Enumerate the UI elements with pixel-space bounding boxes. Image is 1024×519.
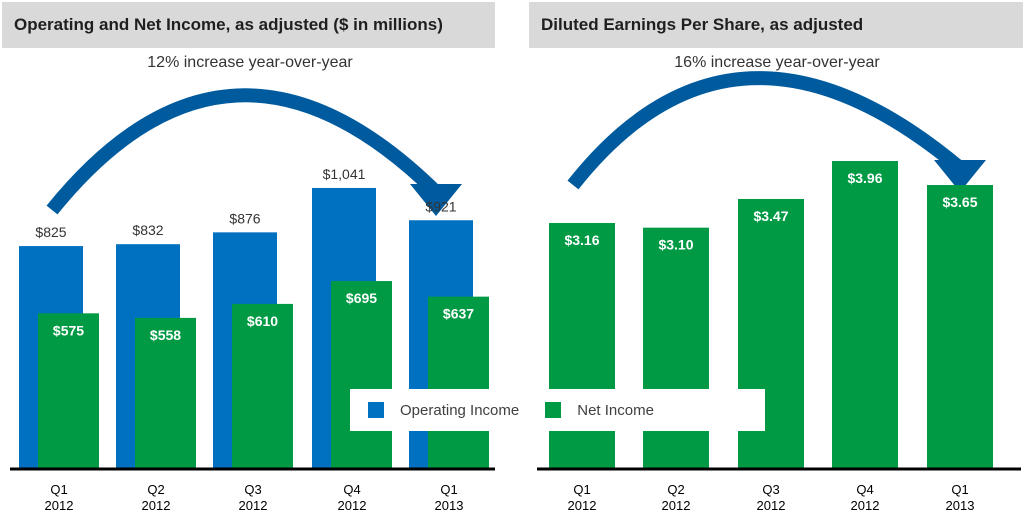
right-trend-arrow-head [934, 160, 986, 192]
left-chart-title: Operating and Net Income, as adjusted ($… [2, 2, 495, 48]
legend-swatch-operating [368, 402, 384, 418]
right-tick-label-4-year: 2012 [851, 498, 880, 513]
left-tick-label-1-quarter: Q1 [50, 482, 67, 497]
left-tick-label-5-year: 2013 [435, 498, 464, 513]
label-eps-5: $3.65 [942, 194, 977, 210]
right-tick-label-3-year: 2012 [757, 498, 786, 513]
left-tick-label-2-year: 2012 [142, 498, 171, 513]
legend-label-net: Net Income [577, 401, 654, 419]
left-tick-label-4-quarter: Q4 [343, 482, 360, 497]
right-tick-label-2-year: 2012 [662, 498, 691, 513]
label-net-5: $637 [443, 306, 474, 322]
label-operating-4: $1,041 [323, 166, 366, 182]
left-tick-label-5-quarter: Q1 [440, 482, 457, 497]
bar-eps-2 [643, 227, 709, 468]
right-tick-label-1-quarter: Q1 [573, 482, 590, 497]
legend-item-net: Net Income [545, 402, 654, 419]
bar-net-3 [232, 303, 293, 468]
right-tick-label-5-quarter: Q1 [951, 482, 968, 497]
label-operating-3: $876 [229, 210, 260, 226]
left-trend-arrow-curve [46, 88, 441, 215]
legend-label-operating: Operating Income [400, 401, 520, 419]
right-tick-label-3-quarter: Q3 [762, 482, 779, 497]
right-tick-label-5-year: 2013 [946, 498, 975, 513]
bar-net-4 [331, 281, 392, 468]
legend-swatch-net [545, 402, 562, 418]
left-tick-label-3-quarter: Q3 [244, 482, 261, 497]
left-tick-label-2-quarter: Q2 [147, 482, 164, 497]
right-tick-label-1-year: 2012 [568, 498, 597, 513]
chart-legend: Operating Income Net Income [350, 389, 765, 431]
right-chart-title: Diluted Earnings Per Share, as adjusted [529, 2, 1023, 48]
label-net-1: $575 [53, 322, 84, 338]
label-eps-1: $3.16 [564, 232, 599, 248]
left-tick-label-4-year: 2012 [338, 498, 367, 513]
label-net-3: $610 [247, 313, 278, 329]
right-trend-arrow-curve [567, 71, 965, 190]
bar-eps-4 [832, 161, 898, 468]
left-tick-label-1-year: 2012 [45, 498, 74, 513]
label-operating-2: $832 [132, 222, 163, 238]
bar-eps-1 [549, 223, 615, 468]
bar-net-1 [38, 313, 99, 468]
label-eps-4: $3.96 [847, 170, 882, 186]
bar-net-5 [428, 296, 489, 468]
bar-eps-5 [927, 185, 993, 468]
label-eps-2: $3.10 [658, 237, 693, 253]
label-net-4: $695 [346, 290, 377, 306]
right-tick-label-4-quarter: Q4 [856, 482, 873, 497]
left-chart-subtitle: 12% increase year-over-year [147, 54, 353, 71]
bar-net-2 [135, 317, 196, 468]
right-chart-subtitle: 16% increase year-over-year [674, 54, 880, 71]
label-eps-3: $3.47 [753, 208, 788, 224]
left-tick-label-3-year: 2012 [239, 498, 268, 513]
right-tick-label-2-quarter: Q2 [667, 482, 684, 497]
left-trend-arrow-head [410, 184, 462, 216]
label-operating-1: $825 [35, 224, 66, 240]
label-net-2: $558 [150, 327, 181, 343]
legend-item-operating: Operating Income [368, 402, 519, 419]
label-operating-5: $921 [425, 198, 456, 214]
